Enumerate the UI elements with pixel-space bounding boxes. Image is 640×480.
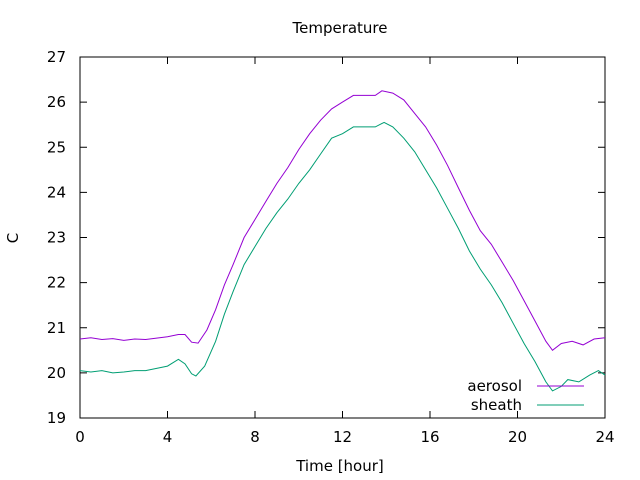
x-axis-label: Time [hour] [295,457,384,475]
y-tick-label: 22 [47,274,66,292]
x-tick-label: 20 [508,428,527,446]
x-tick-label: 16 [420,428,439,446]
y-tick-label: 26 [47,93,66,111]
x-tick-label: 0 [75,428,85,446]
x-tick-label: 12 [333,428,352,446]
y-axis-label: C [4,233,22,243]
y-tick-label: 23 [47,229,66,247]
axis-ticks: 0 4 8 12 16 20 24 19 20 21 22 23 24 25 26 27 [47,48,615,446]
series-line-aerosol [79,90,606,352]
legend-label-sheath: sheath [471,396,522,414]
series-lines [79,90,606,392]
x-tick-label: 4 [163,428,173,446]
x-tick-label: 24 [595,428,614,446]
y-tick-label: 21 [47,319,66,337]
y-tick-label: 24 [47,183,66,201]
y-tick-label: 27 [47,48,66,66]
legend-label-aerosol: aerosol [467,377,522,395]
x-tick-label: 8 [250,428,260,446]
y-tick-label: 20 [47,364,66,382]
y-tick-label: 19 [47,409,66,427]
series-line-sheath [79,121,606,392]
y-tick-label: 25 [47,138,66,156]
plot-frame [79,56,606,419]
chart-title: Temperature [291,19,387,37]
